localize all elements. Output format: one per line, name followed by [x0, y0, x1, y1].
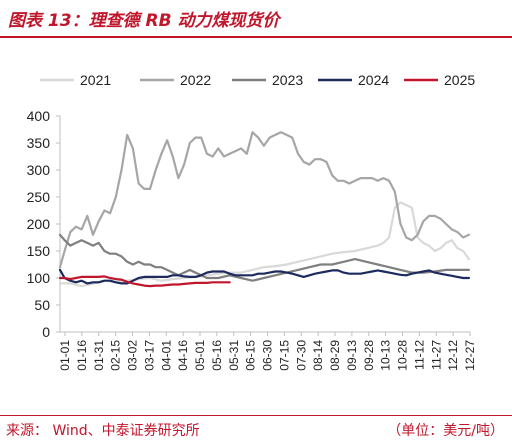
unit-note: （单位：美元/吨）	[387, 423, 504, 439]
chart-title: 图表 13：理查德 RB 动力煤现货价	[8, 11, 280, 31]
series-line-2024	[58, 268, 470, 285]
x-tick-label: 01-01	[58, 340, 72, 371]
series-line-2021	[58, 201, 470, 288]
x-tick-label: 05-01	[193, 340, 207, 371]
x-tick-label: 02-15	[109, 340, 123, 371]
x-tick-label: 07-15	[277, 340, 291, 371]
y-tick-label: 250	[27, 189, 51, 205]
legend-label-2025: 2025	[444, 72, 475, 88]
title-divider	[0, 36, 512, 38]
y-tick-label: 400	[27, 108, 51, 124]
y-tick-label: 350	[27, 135, 51, 151]
x-tick-label: 07-30	[294, 340, 308, 371]
x-tick-label: 05-31	[227, 340, 241, 371]
legend-label-2021: 2021	[80, 72, 111, 88]
x-axis: 01-01 01-16 01-31 02-15 03-02 03-17 04-01 04-16…	[58, 331, 477, 371]
x-tick-label: 09-28	[362, 340, 376, 371]
x-tick-label: 01-16	[75, 340, 89, 371]
x-tick-label: 06-15	[244, 340, 258, 371]
series-lines	[58, 131, 470, 288]
x-tick-label: 10-28	[396, 340, 410, 371]
x-tick-label: 11-12	[412, 340, 426, 370]
legend-label-2024: 2024	[358, 72, 389, 88]
x-tick-label: 08-14	[311, 340, 325, 371]
series-line-2023	[58, 233, 470, 282]
legend: 2021 2022 2023 2024 2025	[40, 72, 475, 88]
y-tick-label: 300	[27, 162, 51, 178]
x-tick-label: 08-29	[328, 340, 342, 371]
y-axis: 0 50 100 150 200 250 300 350 400	[27, 108, 61, 340]
x-tick-label: 03-02	[126, 340, 140, 371]
series-line-2022	[58, 131, 470, 269]
footer-divider	[0, 415, 512, 416]
x-tick-label: 04-01	[159, 340, 173, 371]
x-tick-label: 12-27	[463, 340, 477, 371]
legend-label-2022: 2022	[180, 72, 211, 88]
y-tick-label: 200	[27, 216, 51, 232]
x-tick-label: 06-30	[261, 340, 275, 371]
y-tick-label: 150	[27, 243, 51, 259]
x-tick-label: 04-16	[176, 340, 190, 371]
y-tick-label: 50	[34, 297, 50, 313]
x-tick-label: 01-31	[92, 340, 106, 371]
y-tick-label: 0	[42, 324, 50, 340]
x-tick-label: 09-13	[345, 340, 359, 371]
legend-label-2023: 2023	[272, 72, 303, 88]
y-tick-label: 100	[27, 270, 51, 286]
x-tick-label: 03-17	[142, 340, 156, 371]
x-tick-label: 11-27	[429, 340, 443, 370]
series-line-2025	[58, 275, 231, 288]
x-tick-label: 12-12	[446, 340, 460, 371]
x-tick-label: 05-16	[210, 340, 224, 371]
source-note: 来源： Wind、中泰证券研究所	[6, 423, 200, 439]
x-tick-label: 10-13	[379, 340, 393, 371]
